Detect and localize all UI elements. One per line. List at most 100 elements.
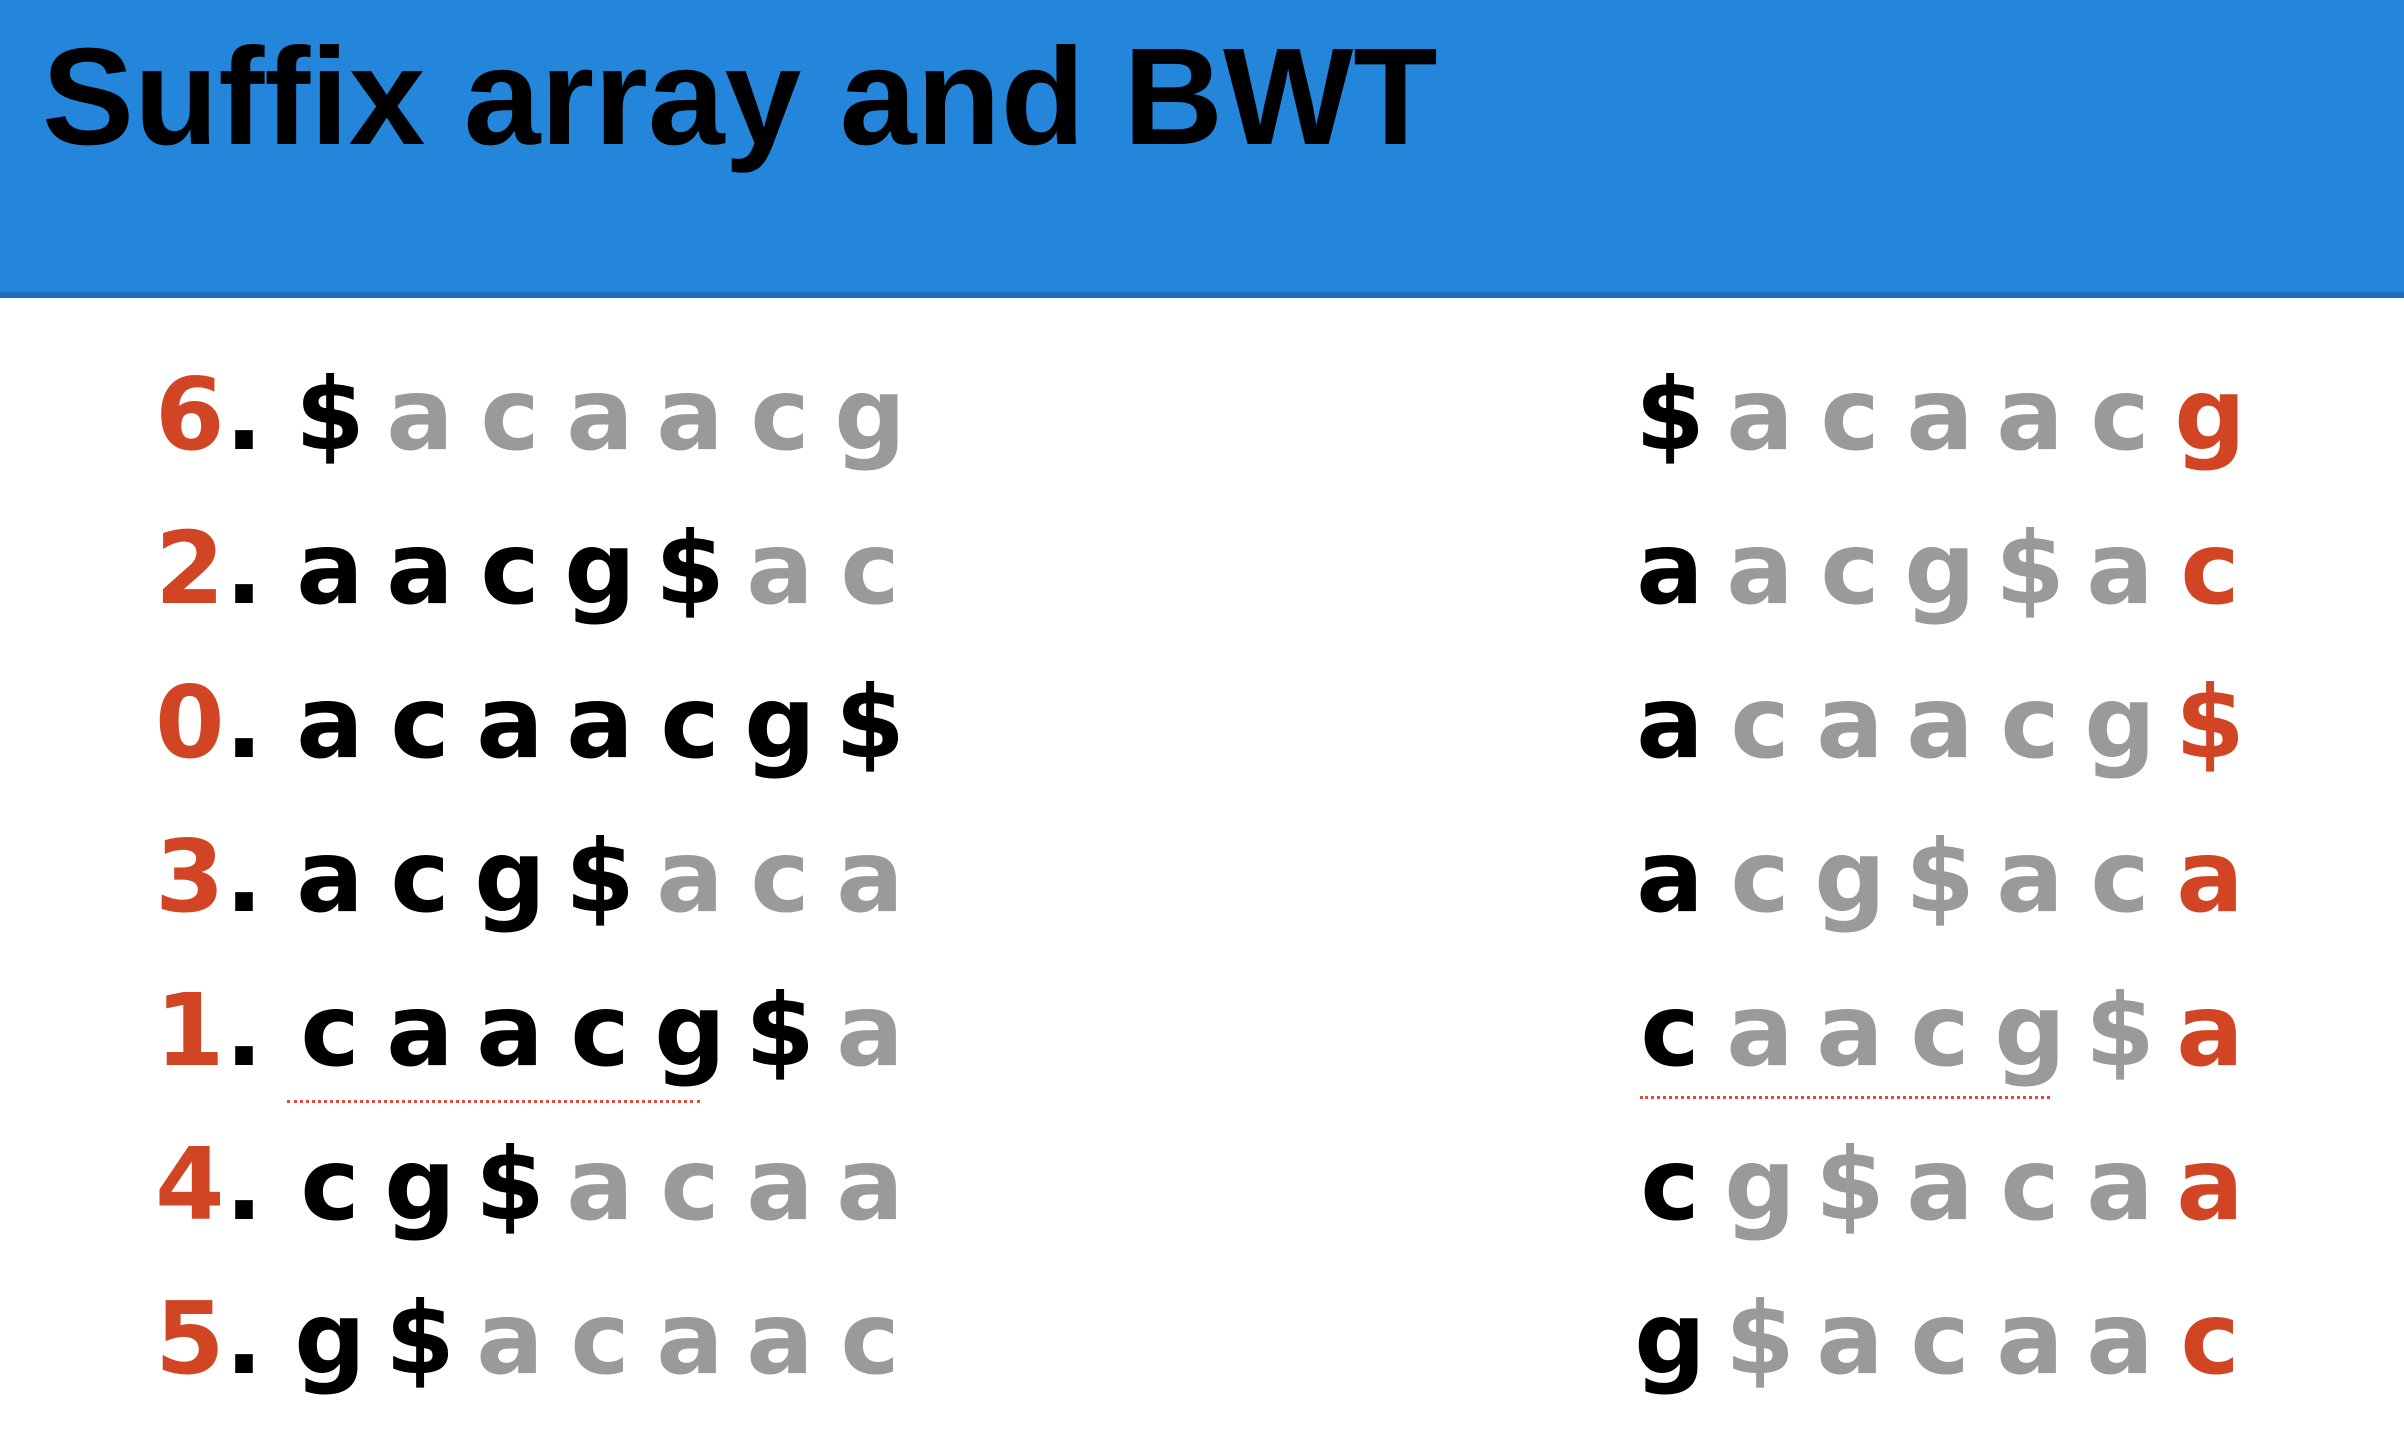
rotation-char: g — [1724, 1126, 1796, 1243]
rotation-char: a — [1906, 356, 1974, 473]
rotation-char: a — [746, 510, 814, 627]
rotation-char: a — [656, 1280, 724, 1397]
first-column-char: a — [1636, 664, 1704, 781]
index-dot: . — [225, 1280, 263, 1397]
suffix-char: c — [390, 818, 450, 935]
spellcheck-underline — [287, 1100, 700, 1103]
rotation-char: c — [2090, 818, 2150, 935]
suffix-char: c — [570, 972, 630, 1089]
suffix-char: c — [300, 972, 360, 1089]
rotation-char: $ — [1905, 818, 1975, 935]
rotation-char: c — [1730, 664, 1790, 781]
suffix-index: 3 — [155, 818, 225, 935]
suffix-char: g — [564, 510, 636, 627]
suffix-char: a — [296, 510, 364, 627]
bwt-row: a c g $ a c a — [1625, 802, 2255, 952]
first-column-char: c — [1640, 1126, 1700, 1243]
suffix-char: a — [386, 972, 454, 1089]
index-dot: . — [225, 972, 263, 1089]
rotation-char: a — [836, 818, 904, 935]
rotation-char: a — [1816, 664, 1884, 781]
rotation-char: g — [1994, 972, 2066, 1089]
rotation-char: a — [656, 356, 724, 473]
suffix-char: $ — [745, 972, 815, 1089]
rotation-char: g — [1904, 510, 1976, 627]
suffix-char: a — [476, 972, 544, 1089]
suffix-char: g — [384, 1126, 456, 1243]
first-column-char: a — [1636, 818, 1704, 935]
suffix-char: a — [476, 664, 544, 781]
suffix-char: $ — [475, 1126, 545, 1243]
suffix-char: $ — [385, 1280, 455, 1397]
rotation-char: a — [566, 1126, 634, 1243]
rotation-char: a — [836, 1126, 904, 1243]
suffix-char: a — [566, 664, 634, 781]
suffix-char: $ — [295, 356, 365, 473]
rotation-char: a — [386, 356, 454, 473]
rotation-char: a — [746, 1126, 814, 1243]
bwt-char: c — [2180, 1280, 2240, 1397]
rotation-char: c — [480, 356, 540, 473]
bwt-char: g — [2174, 356, 2246, 473]
rotation-char: c — [660, 1126, 720, 1243]
rotation-char: c — [1820, 510, 1880, 627]
rotation-char: a — [2086, 510, 2154, 627]
bwt-char: c — [2180, 510, 2240, 627]
suffix-char: c — [480, 510, 540, 627]
bwt-row: $ a c a a c g — [1625, 340, 2255, 490]
suffix-char: $ — [835, 664, 905, 781]
bwt-row: g $ a c a a c — [1625, 1264, 2255, 1414]
suffix-row: 0. a c a a c g $ — [155, 648, 915, 798]
suffix-char: a — [296, 818, 364, 935]
suffix-index: 5 — [155, 1280, 225, 1397]
rotation-char: a — [656, 818, 724, 935]
rotation-char: c — [750, 818, 810, 935]
rotation-char: g — [834, 356, 906, 473]
rotation-char: c — [1730, 818, 1790, 935]
rotation-char: c — [840, 1280, 900, 1397]
title-bar: Suffix array and BWT — [0, 0, 2404, 298]
bwt-char: a — [2176, 972, 2244, 1089]
index-dot: . — [225, 510, 263, 627]
suffix-row: 5. g $ a c a a c — [155, 1264, 915, 1414]
suffix-index: 2 — [155, 510, 225, 627]
bwt-char: a — [2176, 818, 2244, 935]
rotation-char: a — [1726, 356, 1794, 473]
index-dot: . — [225, 664, 263, 781]
suffix-index: 4 — [155, 1126, 225, 1243]
suffix-char: g — [474, 818, 546, 935]
suffix-char: g — [654, 972, 726, 1089]
bwt-row: a c a a c g $ — [1625, 648, 2255, 798]
rotation-char: c — [1910, 1280, 1970, 1397]
first-column-char: a — [1636, 510, 1704, 627]
suffix-char: $ — [655, 510, 725, 627]
suffix-row: 2. a a c g $ a c — [155, 494, 915, 644]
bwt-char: $ — [2175, 664, 2245, 781]
rotation-char: a — [1996, 818, 2064, 935]
rotation-char: c — [570, 1280, 630, 1397]
rotation-char: a — [476, 1280, 544, 1397]
index-dot: . — [225, 1126, 263, 1243]
rotation-char: a — [1996, 1280, 2064, 1397]
slide-title: Suffix array and BWT — [42, 20, 1438, 174]
bwt-char: a — [2176, 1126, 2244, 1243]
suffix-row: 4. c g $ a c a a — [155, 1110, 915, 1260]
rotation-char: a — [2086, 1126, 2154, 1243]
rotation-char: g — [1814, 818, 1886, 935]
rotation-char: a — [1906, 664, 1974, 781]
first-column-char: c — [1640, 972, 1700, 1089]
rotation-char: c — [2090, 356, 2150, 473]
bwt-row: c a a c g $ a — [1625, 956, 2255, 1106]
rotation-char: $ — [1725, 1280, 1795, 1397]
suffix-index: 6 — [155, 356, 225, 473]
rotation-char: a — [1726, 510, 1794, 627]
suffix-row: 3. a c g $ a c a — [155, 802, 915, 952]
first-column-char: g — [1634, 1280, 1706, 1397]
index-dot: . — [225, 818, 263, 935]
rotation-char: a — [836, 972, 904, 1089]
suffix-char: c — [660, 664, 720, 781]
rotation-char: c — [2000, 1126, 2060, 1243]
suffix-row: 1. c a a c g $ a — [155, 956, 915, 1106]
suffix-index: 0 — [155, 664, 225, 781]
